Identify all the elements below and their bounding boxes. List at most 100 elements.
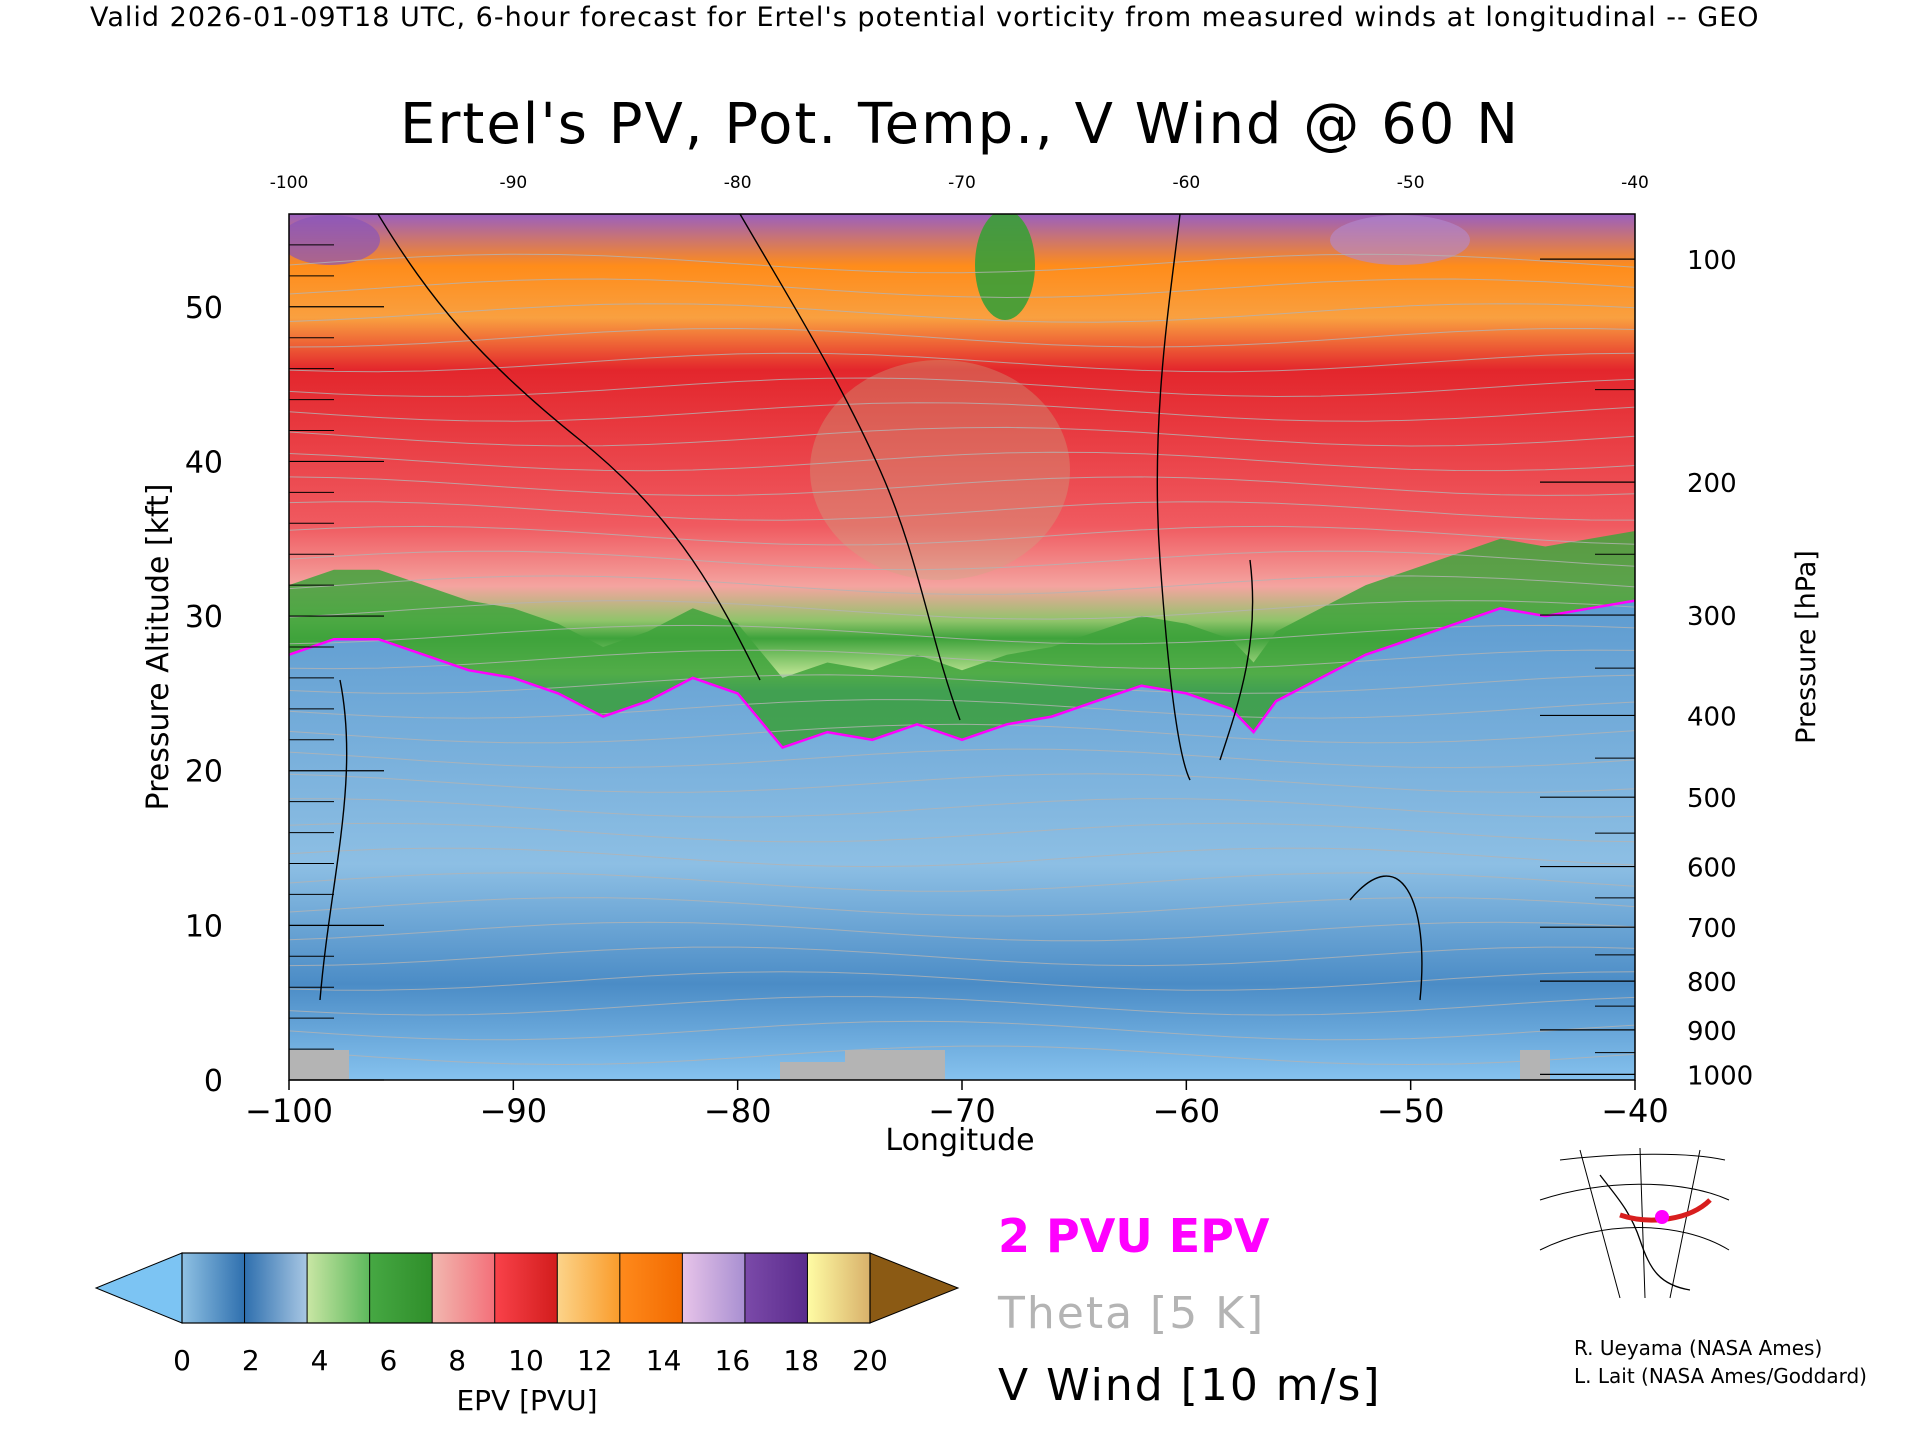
colorbar-segment: [432, 1253, 496, 1323]
colorbar-segment: [244, 1253, 308, 1323]
colorbar-tick-label: 20: [852, 1344, 888, 1377]
colorbar-tick-label: 10: [508, 1344, 544, 1377]
chart-title: Ertel's PV, Pot. Temp., V Wind @ 60 N: [400, 92, 1520, 157]
colorbar-segment: [744, 1253, 808, 1323]
top-tick-label: -90: [499, 173, 527, 193]
x-tick-label: −50: [1377, 1092, 1445, 1130]
top-axis: -100 -90 -80 -70 -60 -50 -40: [270, 173, 1649, 193]
legend-2pvu: 2 PVU EPV: [998, 1209, 1270, 1263]
theta-contour: [289, 748, 1635, 769]
pressure-tick-label: 400: [1687, 702, 1737, 732]
legend-theta: Theta [5 K]: [997, 1288, 1265, 1339]
theta-contour: [289, 822, 1635, 843]
colorbar-tick-label: 16: [715, 1344, 751, 1377]
y-tick-label: 20: [185, 755, 223, 790]
top-tick-label: -40: [1621, 173, 1649, 193]
theta-contour: [289, 921, 1635, 942]
theta-contour: [289, 476, 1635, 496]
colorbar-tick-label: 18: [783, 1344, 819, 1377]
colorbar-tick-label: 6: [379, 1344, 397, 1377]
pressure-tick-label: 300: [1687, 602, 1737, 632]
theta-contour: [289, 402, 1635, 422]
theta-contour: [289, 253, 1635, 274]
theta-contour: [289, 971, 1635, 991]
colorbar-tick-label: 4: [311, 1344, 329, 1377]
colorbar-segment: [807, 1253, 871, 1323]
theta-contour: [289, 674, 1635, 694]
colorbar-segment: [557, 1253, 621, 1323]
pressure-tick-label: 1000: [1687, 1061, 1753, 1091]
colorbar-segment: [307, 1253, 371, 1323]
colorbar-segment: [682, 1253, 746, 1323]
y-tick-label: 40: [185, 445, 223, 480]
x-axis-label: Longitude: [885, 1123, 1034, 1158]
y-tick-label: 10: [185, 909, 223, 944]
theta-contour: [289, 451, 1635, 472]
locator-map: [1537, 1147, 1730, 1299]
colorbar-tick-label: 14: [646, 1344, 682, 1377]
legend-v-wind: V Wind [10 m/s]: [998, 1360, 1382, 1411]
credit-lait: L. Lait (NASA Ames/Goddard): [1574, 1364, 1867, 1388]
pressure-tick-label: 500: [1687, 784, 1737, 814]
top-tick-label: -50: [1397, 173, 1425, 193]
y-tick-label: 50: [185, 291, 223, 326]
top-tick-label: -80: [724, 173, 752, 193]
colorbar-segment: [619, 1253, 683, 1323]
theta-contour: [289, 426, 1635, 447]
colorbar-frame: [181, 1252, 871, 1324]
theta-contour: [289, 550, 1635, 571]
header-text: Valid 2026-01-09T18 UTC, 6-hour forecast…: [90, 2, 1760, 33]
theta-contour: [289, 501, 1635, 521]
theta-contour: [289, 1020, 1635, 1041]
x-tick-label: −60: [1153, 1092, 1221, 1130]
pressure-tick-label: 900: [1687, 1017, 1737, 1047]
theta-contour: [289, 327, 1635, 348]
theta-contour: [289, 897, 1635, 917]
y-axis-right-label: Pressure [hPa]: [1791, 550, 1822, 744]
theta-contour: [289, 377, 1635, 398]
theta-contour: [289, 1045, 1635, 1066]
theta-contour: [289, 624, 1635, 645]
colorbar-segment: [369, 1253, 433, 1323]
theta-contour: [289, 525, 1635, 546]
colorbar-tick-label: 0: [173, 1344, 191, 1377]
theta-contour: [289, 278, 1635, 299]
pressure-tick-label: 700: [1687, 914, 1737, 944]
colorbar-tick-label: 8: [448, 1344, 466, 1377]
y-tick-label: 0: [204, 1064, 223, 1099]
colorbar-segment: [182, 1253, 246, 1323]
colorbar-label: EPV [PVU]: [456, 1384, 597, 1417]
y-axis-pressure: 100 200 300 400 500 600 700 800 900 1000: [1540, 246, 1753, 1091]
y-axis-kft: 0 10 20 30 40 50: [185, 244, 384, 1099]
x-axis: −100 −90 −80 −70 −60 −50 −40: [245, 1080, 1669, 1130]
theta-contour: [289, 600, 1635, 620]
x-tick-label: −90: [480, 1092, 548, 1130]
colorbar-tick-label: 2: [242, 1344, 260, 1377]
x-tick-label: −100: [245, 1092, 333, 1130]
y-tick-label: 30: [185, 600, 223, 635]
theta-contour: [289, 996, 1635, 1016]
pressure-tick-label: 800: [1687, 968, 1737, 998]
theta-contour: [289, 649, 1635, 670]
theta-contour: [289, 946, 1635, 967]
theta-contour: [289, 575, 1635, 595]
theta-contour: [289, 352, 1635, 373]
colorbar-underflow-arrow: [94, 1252, 183, 1324]
colorbar: 0 2 4 6 8 10 12 14 16 18 20: [94, 1252, 960, 1377]
colorbar-overflow-arrow: [869, 1252, 960, 1324]
pressure-tick-label: 200: [1687, 469, 1737, 499]
theta-contour: [289, 699, 1635, 719]
pressure-tick-label: 100: [1687, 246, 1737, 276]
pressure-tick-label: 600: [1687, 854, 1737, 884]
x-tick-label: −40: [1601, 1092, 1669, 1130]
x-tick-label: −70: [928, 1092, 996, 1130]
top-tick-label: -70: [948, 173, 976, 193]
colorbar-segment: [494, 1253, 558, 1323]
theta-contour: [289, 847, 1635, 868]
y-axis-label: Pressure Altitude [kft]: [141, 484, 176, 811]
tropopause-2pvu-line: [288, 599, 1636, 749]
epv-field: [289, 214, 1635, 1080]
theta-contour: [289, 798, 1635, 818]
top-tick-label: -100: [270, 173, 309, 193]
